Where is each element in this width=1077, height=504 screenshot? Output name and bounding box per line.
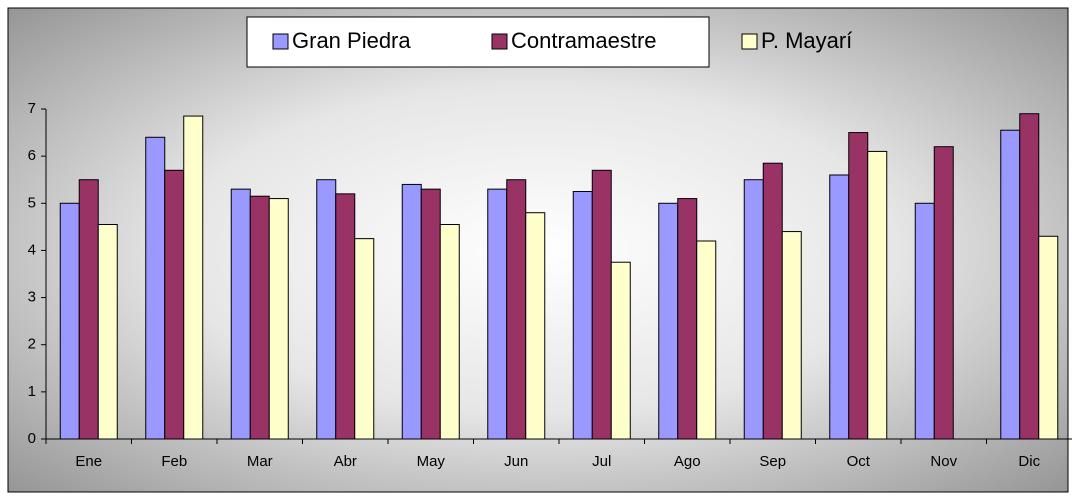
bar xyxy=(506,179,527,440)
bar xyxy=(848,132,869,440)
y-tick-label: 0 xyxy=(28,430,36,447)
bar xyxy=(525,212,546,440)
x-tick-label: Mar xyxy=(247,453,273,470)
legend-label: P. Mayarí xyxy=(761,28,852,53)
y-tick-label: 1 xyxy=(28,383,36,400)
y-tick-label: 6 xyxy=(28,147,36,164)
bar xyxy=(762,162,783,440)
y-tick-label: 4 xyxy=(28,241,36,258)
bar xyxy=(164,169,185,440)
bar xyxy=(230,188,251,440)
bar xyxy=(354,238,375,440)
bar xyxy=(1038,235,1059,440)
legend-swatch xyxy=(491,33,508,50)
bar xyxy=(696,240,717,440)
x-tick-label: Feb xyxy=(161,453,187,470)
bar xyxy=(591,169,612,440)
bar xyxy=(78,179,99,440)
x-tick-label: Ene xyxy=(75,453,102,470)
x-tick-label: Sep xyxy=(759,453,786,470)
bar xyxy=(59,202,80,440)
bar xyxy=(268,198,289,440)
legend-box xyxy=(246,16,710,68)
legend-label: Contramaestre xyxy=(511,28,657,53)
bar xyxy=(572,191,593,440)
bar xyxy=(914,202,935,440)
x-tick-label: Jun xyxy=(504,453,528,470)
bar xyxy=(829,174,850,440)
legend-swatch xyxy=(741,33,758,50)
bar xyxy=(439,224,460,440)
bar xyxy=(933,146,954,440)
bar xyxy=(677,198,698,440)
x-tick-label: Oct xyxy=(847,453,871,470)
bar xyxy=(781,231,802,440)
bar xyxy=(401,183,422,440)
bar xyxy=(1000,129,1021,440)
bar xyxy=(610,261,631,440)
bar xyxy=(420,188,441,440)
bar xyxy=(335,193,356,440)
legend-label: Gran Piedra xyxy=(292,28,411,53)
bar xyxy=(867,150,888,440)
bar xyxy=(743,179,764,440)
legend-swatch xyxy=(272,33,289,50)
x-tick-label: Dic xyxy=(1018,453,1040,470)
bar xyxy=(249,195,270,440)
x-tick-label: Nov xyxy=(930,453,957,470)
bar xyxy=(97,224,118,440)
bar xyxy=(145,136,166,440)
x-tick-label: Abr xyxy=(334,453,357,470)
x-tick-label: Ago xyxy=(674,453,701,470)
y-tick-label: 3 xyxy=(28,289,36,306)
y-tick-label: 7 xyxy=(28,100,36,117)
y-tick-label: 2 xyxy=(28,336,36,353)
x-tick-label: Jul xyxy=(592,453,611,470)
bar xyxy=(316,179,337,440)
bar xyxy=(487,188,508,440)
x-tick-label: May xyxy=(417,453,446,470)
bar xyxy=(658,202,679,440)
bar xyxy=(1019,113,1040,440)
bar xyxy=(183,115,204,440)
y-tick-label: 5 xyxy=(28,194,36,211)
